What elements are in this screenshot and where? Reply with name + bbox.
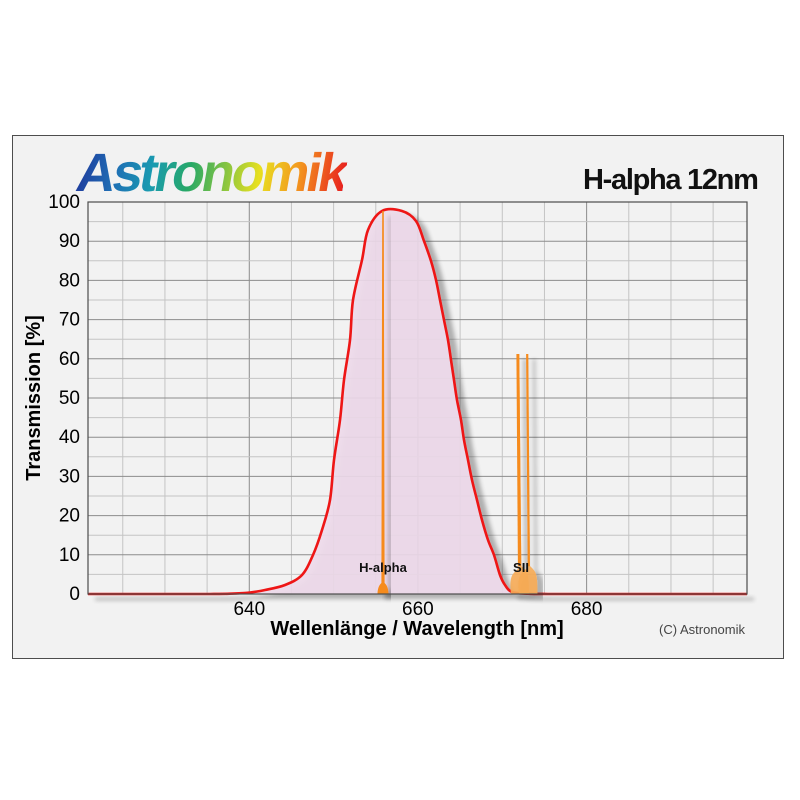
svg-text:(C) Astronomik: (C) Astronomik [659,622,745,637]
svg-text:H-alpha: H-alpha [359,560,407,575]
svg-text:10: 10 [59,545,80,566]
svg-text:100: 100 [48,192,80,213]
svg-text:0: 0 [69,584,80,605]
svg-text:Transmission [%]: Transmission [%] [23,315,45,481]
svg-text:660: 660 [402,599,434,620]
svg-text:Wellenlänge / Wavelength [nm]: Wellenlänge / Wavelength [nm] [270,618,563,640]
svg-text:20: 20 [59,506,80,527]
svg-text:680: 680 [571,599,603,620]
svg-text:80: 80 [59,270,80,291]
svg-text:40: 40 [59,427,80,448]
svg-text:70: 70 [59,310,80,331]
svg-text:640: 640 [233,599,265,620]
svg-text:50: 50 [59,388,80,409]
svg-text:90: 90 [59,231,80,252]
svg-text:60: 60 [59,349,80,370]
svg-text:30: 30 [59,466,80,487]
svg-text:SII: SII [513,560,529,575]
